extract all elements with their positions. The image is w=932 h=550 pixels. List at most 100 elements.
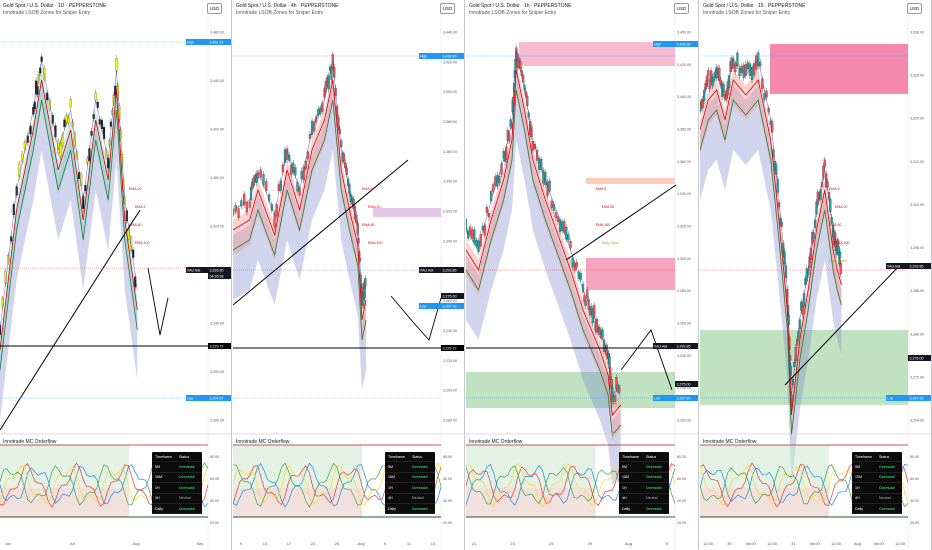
chart-panel-2[interactable]: 3,440.00 3,420.00 3,400.00 3,380.00 3,360.00… [233, 0, 465, 550]
price-line [700, 59, 842, 396]
projection-path [147, 267, 169, 336]
ema-annotation: Daily Open [602, 241, 620, 245]
status-value: Oversold [179, 465, 195, 470]
price-tag-value-box [675, 395, 698, 401]
status-table: Timeframe Status 5M Oversold 15M Oversold 1H Ov… [152, 452, 202, 515]
y-tick-label: 3,240.00 [210, 322, 224, 326]
y-tick-label: 3,180.00 [443, 419, 457, 423]
candle [65, 115, 68, 124]
osc-zone-red [233, 488, 362, 517]
candle [750, 67, 754, 80]
price-tag-label: XAU Ask [420, 269, 434, 273]
x-tick-label: 5 [666, 541, 669, 546]
osc-tick-label: 60.00 [443, 477, 452, 481]
indicator-subtitle: Innotrade LSOB Zones for Sniper Entry [3, 10, 91, 16]
osc-tick-label: 20.00 [677, 521, 686, 525]
candle [469, 226, 472, 236]
status-timeframe: 5M [388, 465, 393, 470]
status-row: 5M Oversold [619, 462, 669, 473]
x-tick-label: 11 [407, 541, 412, 546]
y-tick-label: 3,288.00 [910, 289, 924, 293]
price-tag-value: 3,293.85 [910, 265, 924, 269]
osc-zone-red [700, 488, 829, 517]
candle [838, 251, 842, 258]
status-row: 5M Oversold [852, 462, 902, 473]
chart-panel-1[interactable]: 3,480.00 3,440.00 3,400.00 3,360.00 3,320.00… [0, 0, 232, 550]
osc-tick-label: 40.00 [443, 499, 452, 503]
candle [498, 176, 501, 184]
candle [275, 204, 278, 217]
status-row: 4H Neutral [619, 494, 669, 504]
status-value: Oversold [879, 506, 895, 511]
candle [618, 387, 621, 393]
status-header-cell: Status [879, 454, 890, 459]
status-table-header: Timeframe Status [852, 452, 902, 463]
price-tag-value: 3,438.90 [443, 55, 457, 59]
status-value: Oversold [879, 475, 895, 480]
y-tick-label: 3,200.00 [443, 389, 457, 393]
x-tick-label: Aug [132, 541, 139, 546]
candle [738, 68, 741, 77]
ema-annotation: EMA 9 [135, 205, 146, 209]
price-tag-label: XAU Ask [187, 269, 201, 273]
price-tag-label-box [886, 395, 908, 401]
osc-tick-label: 60.00 [677, 477, 686, 481]
supply-zone [519, 42, 675, 66]
currency-button[interactable]: USD [907, 3, 922, 14]
trend-line [0, 209, 141, 431]
chart-panel-4[interactable]: 3,336.00 3,328.00 3,320.00 3,312.00 3,304.00… [700, 0, 932, 550]
status-timeframe: Daily [855, 506, 863, 511]
price-tag-label: Low [187, 397, 194, 401]
candle [584, 300, 587, 306]
y-tick-label: 3,440.00 [210, 79, 224, 83]
price-tag: Low 3,204.57 [186, 395, 231, 401]
candle [237, 208, 240, 218]
currency-button[interactable]: USD [207, 3, 222, 14]
candle [809, 247, 813, 260]
y-tick-label: 3,440.00 [443, 31, 457, 35]
price-tag-value: 3,204.57 [210, 397, 224, 401]
status-value: Neutral [879, 496, 891, 501]
candle [115, 58, 118, 72]
candle [492, 184, 495, 192]
price-tag-label-box [419, 303, 441, 309]
chart-panel-3[interactable]: 3,450.00 3,420.00 3,400.00 3,380.00 3,360.00… [466, 0, 699, 550]
y-tick-label: 3,380.00 [677, 128, 691, 132]
candle [569, 241, 572, 249]
candle [734, 63, 737, 73]
status-value: Oversold [179, 506, 195, 511]
candle [613, 395, 617, 402]
ema-annotation: EMA 9 [362, 187, 373, 191]
price-tag-label-box [653, 41, 675, 47]
candle [780, 222, 783, 227]
status-row: 1H Oversold [852, 483, 902, 494]
zone-band [586, 178, 675, 184]
status-header-cell: Timeframe [855, 454, 873, 459]
candle [575, 262, 578, 268]
osc-tick-label: 40.00 [677, 499, 686, 503]
indicator-subtitle: Innotrade LSOB Zones for Sniper Entry [236, 10, 324, 16]
status-row: 4H Neutral [152, 494, 202, 504]
candle [725, 90, 728, 101]
status-row: 1H Oversold [385, 483, 435, 494]
ema-line [233, 79, 367, 321]
status-timeframe: Daily [388, 506, 396, 511]
trend-line [784, 264, 901, 386]
status-row: 5M Oversold [385, 462, 435, 473]
currency-button[interactable]: USD [674, 3, 689, 14]
y-tick-label: 3,400.00 [443, 90, 457, 94]
price-tag: XAU Ask 3,293.85 [653, 343, 698, 349]
currency-button[interactable]: USD [440, 3, 455, 14]
candle [29, 125, 32, 135]
candle [298, 187, 301, 196]
candle [479, 233, 482, 247]
candle [732, 58, 735, 68]
candle [265, 181, 268, 191]
price-tag-label: XAU Ask [654, 345, 668, 349]
y-tick-label: 3,328.00 [910, 74, 924, 78]
ema-line [700, 79, 842, 416]
price-tag: Low 3,267.93 [653, 395, 698, 401]
y-tick-label: 3,240.00 [443, 329, 457, 333]
candle [757, 52, 760, 67]
y-tick-label: 3,312.00 [910, 160, 924, 164]
